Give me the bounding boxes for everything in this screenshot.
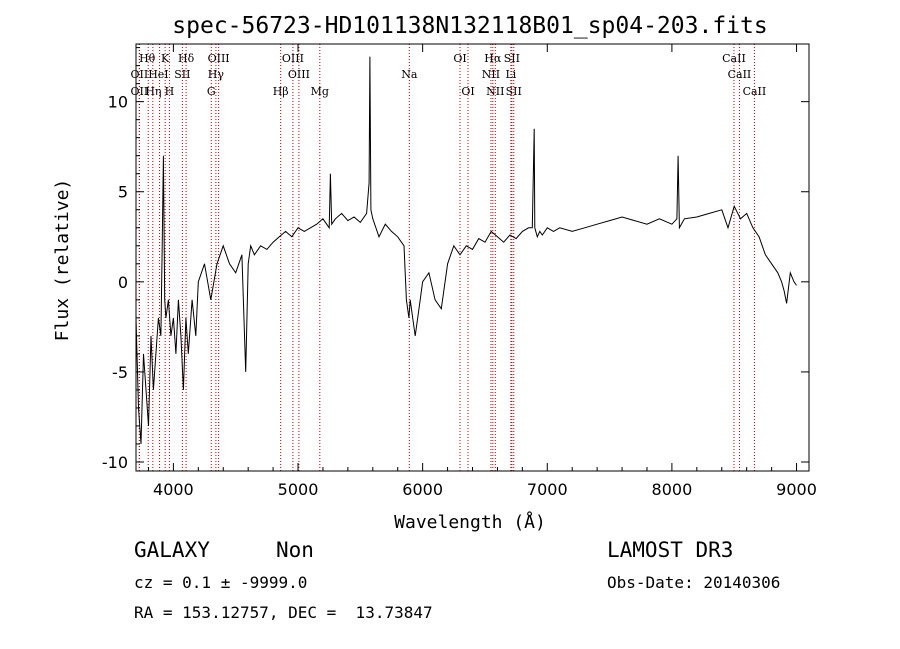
spectrum-line <box>135 56 797 445</box>
x-tick-label-2: 6000 <box>402 480 443 499</box>
line-label-10: Hγ <box>208 68 225 81</box>
line-label-18: OI <box>461 85 474 98</box>
line-label-6: H <box>165 85 175 98</box>
line-label-25: CaII <box>722 52 746 65</box>
x-tick-label-3: 7000 <box>527 480 568 499</box>
line-label-13: OIII <box>282 52 304 65</box>
emission-line-markers <box>138 44 755 471</box>
line-label-20: NII <box>482 68 500 81</box>
y-tick-label-2: 0 <box>118 273 128 292</box>
y-axis-label: Flux (relative) <box>52 179 73 342</box>
line-label-0: OII <box>131 68 149 81</box>
x-tick-label-0: 4000 <box>153 480 194 499</box>
y-tick-label-4: 10 <box>108 93 128 112</box>
line-label-19: Hα <box>484 52 502 65</box>
line-label-23: Li <box>505 68 516 81</box>
y-tick-label-1: -5 <box>112 363 128 382</box>
line-label-4: HeI <box>148 68 168 81</box>
line-label-27: CaII <box>743 85 767 98</box>
line-label-11: G <box>207 85 216 98</box>
x-tick-label-1: 5000 <box>278 480 319 499</box>
survey-name: LAMOST DR3 <box>607 538 734 562</box>
line-label-1: OII <box>131 85 149 98</box>
line-label-3: Hη <box>145 85 161 98</box>
line-label-17: OI <box>453 52 466 65</box>
redshift-info: cz = 0.1 ± -9999.0 <box>134 573 308 592</box>
object-subclass: Non <box>276 538 314 562</box>
x-tick-label-4: 8000 <box>652 480 693 499</box>
line-label-8: SII <box>174 68 190 81</box>
x-axis-label: Wavelength (Å) <box>394 511 546 533</box>
line-label-21: NII <box>486 85 504 98</box>
x-axis-ticks: 4000 5000 6000 7000 8000 9000 <box>147 44 817 499</box>
line-label-15: Mg <box>311 85 329 98</box>
object-class: GALAXY <box>134 538 210 562</box>
chart-title: spec-56723-HD101138N132118B01_sp04-203.f… <box>172 13 767 39</box>
coordinates-info: RA = 153.12757, DEC = 13.73847 <box>134 603 433 622</box>
line-label-9: OIII <box>208 52 230 65</box>
line-label-5: K <box>161 52 170 65</box>
line-label-7: Hδ <box>178 52 195 65</box>
y-tick-label-0: -10 <box>102 453 128 472</box>
line-label-24: SII <box>506 85 522 98</box>
y-axis-ticks: -10 -5 0 5 10 <box>102 47 809 472</box>
line-label-22: SII <box>504 52 520 65</box>
observation-date: Obs-Date: 20140306 <box>607 573 781 592</box>
line-label-2: Hθ <box>139 52 156 65</box>
line-label-16: Na <box>401 68 418 81</box>
plot-frame <box>135 43 810 472</box>
y-tick-label-3: 5 <box>118 183 128 202</box>
line-label-14: OIII <box>288 68 310 81</box>
line-label-26: CaII <box>728 68 752 81</box>
line-label-12: Hβ <box>273 85 289 98</box>
x-tick-label-5: 9000 <box>776 480 817 499</box>
